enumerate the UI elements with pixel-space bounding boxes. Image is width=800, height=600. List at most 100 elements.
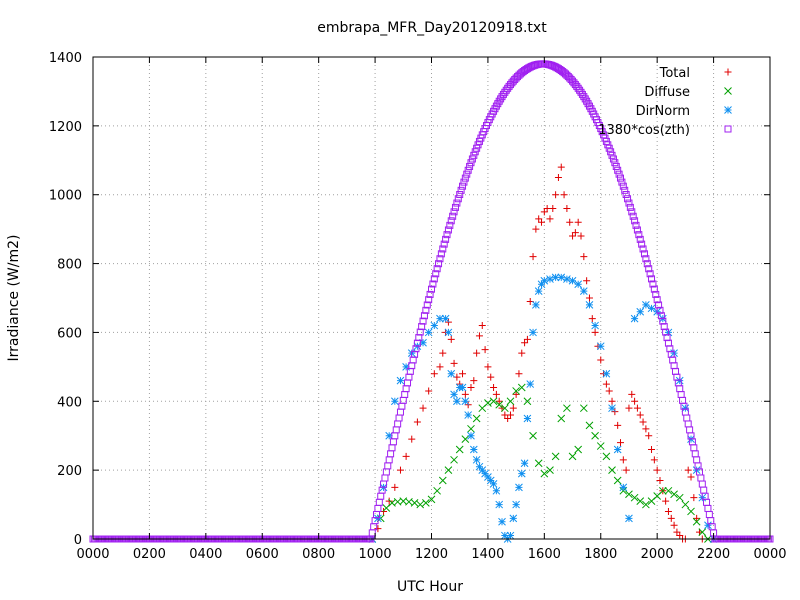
- data-point: [655, 301, 663, 309]
- y-tick-label: 1400: [49, 51, 82, 66]
- data-point: [481, 346, 489, 354]
- data-point: [607, 148, 615, 156]
- x-tick-label: 1400: [471, 547, 504, 562]
- x-tick-label: 0600: [246, 547, 279, 562]
- data-point: [410, 498, 419, 507]
- x-tick-label: 0000: [76, 547, 109, 562]
- data-point: [664, 486, 673, 495]
- data-point: [517, 469, 526, 478]
- data-point: [639, 418, 647, 426]
- data-point: [512, 390, 520, 398]
- data-point: [613, 476, 622, 485]
- data-point: [475, 332, 483, 340]
- legend-label: Diffuse: [644, 85, 690, 100]
- data-point: [500, 404, 509, 413]
- y-tick-label: 1200: [49, 120, 82, 135]
- data-point: [523, 397, 532, 406]
- data-point: [402, 363, 410, 371]
- data-point: [642, 500, 650, 509]
- data-point: [585, 301, 594, 309]
- data-point: [461, 390, 469, 398]
- data-point: [681, 500, 690, 509]
- legend-label: DirNorm: [636, 104, 690, 119]
- data-point: [385, 497, 393, 505]
- data-point: [467, 424, 475, 433]
- data-point: [540, 469, 549, 478]
- data-point: [523, 335, 531, 343]
- data-point: [652, 290, 660, 298]
- data-point: [611, 159, 619, 167]
- data-point: [670, 521, 678, 529]
- legend-marker: [724, 68, 732, 76]
- data-point: [447, 217, 455, 225]
- data-point: [636, 307, 645, 316]
- legend-label: Total: [659, 66, 690, 81]
- data-point: [629, 212, 637, 220]
- data-point: [653, 466, 661, 474]
- data-point: [656, 306, 664, 314]
- data-point: [574, 445, 583, 454]
- x-tick-label: 1200: [415, 547, 448, 562]
- x-tick-label: 1800: [584, 547, 617, 562]
- data-point: [690, 494, 698, 502]
- data-point: [468, 155, 476, 163]
- data-point: [549, 204, 557, 212]
- data-point: [633, 226, 641, 234]
- data-point: [675, 493, 684, 502]
- data-point: [588, 315, 596, 323]
- data-point: [467, 159, 475, 167]
- data-point: [538, 218, 546, 226]
- data-point: [563, 275, 571, 283]
- data-point: [632, 221, 640, 229]
- data-point: [436, 314, 444, 323]
- data-point: [438, 476, 447, 485]
- data-point: [602, 452, 611, 461]
- data-point: [461, 435, 470, 444]
- data-point: [422, 306, 430, 314]
- data-point: [425, 387, 433, 395]
- y-axis-label: Irradiance (W/m2): [6, 235, 22, 362]
- data-point: [534, 287, 543, 295]
- data-point: [642, 255, 650, 263]
- data-point: [681, 404, 690, 413]
- data-point: [625, 514, 633, 523]
- data-point: [662, 497, 670, 505]
- data-point: [664, 507, 672, 515]
- data-point: [471, 148, 479, 156]
- y-tick-label: 1000: [49, 189, 82, 204]
- chart-title: embrapa_MFR_Day20120918.txt: [317, 20, 547, 36]
- data-point: [616, 439, 624, 447]
- data-point: [546, 466, 554, 474]
- data-point: [413, 418, 421, 426]
- data-point: [444, 328, 453, 337]
- data-point: [625, 490, 633, 499]
- data-point: [472, 414, 481, 423]
- x-tick-label: 0800: [302, 547, 335, 562]
- x-tick-label: 0000: [753, 547, 786, 562]
- data-point: [455, 445, 464, 454]
- data-point: [692, 517, 701, 526]
- data-point: [460, 178, 468, 186]
- data-point: [447, 335, 455, 343]
- data-point: [656, 476, 664, 484]
- data-point: [470, 151, 478, 159]
- data-point: [642, 301, 650, 309]
- data-point: [489, 480, 498, 488]
- data-point: [478, 322, 486, 330]
- data-point: [557, 163, 565, 171]
- data-point: [658, 486, 667, 495]
- data-point: [552, 191, 560, 199]
- data-point: [498, 517, 506, 526]
- data-point: [428, 285, 435, 293]
- data-point: [457, 186, 465, 194]
- data-point: [472, 455, 481, 464]
- data-point: [396, 376, 405, 385]
- data-point: [450, 359, 458, 367]
- y-tick-label: 400: [57, 395, 82, 410]
- data-point: [540, 276, 549, 285]
- y-tick-label: 600: [57, 326, 82, 341]
- data-point: [596, 442, 605, 450]
- data-point: [628, 208, 636, 216]
- data-point: [605, 387, 613, 395]
- data-point: [456, 191, 464, 199]
